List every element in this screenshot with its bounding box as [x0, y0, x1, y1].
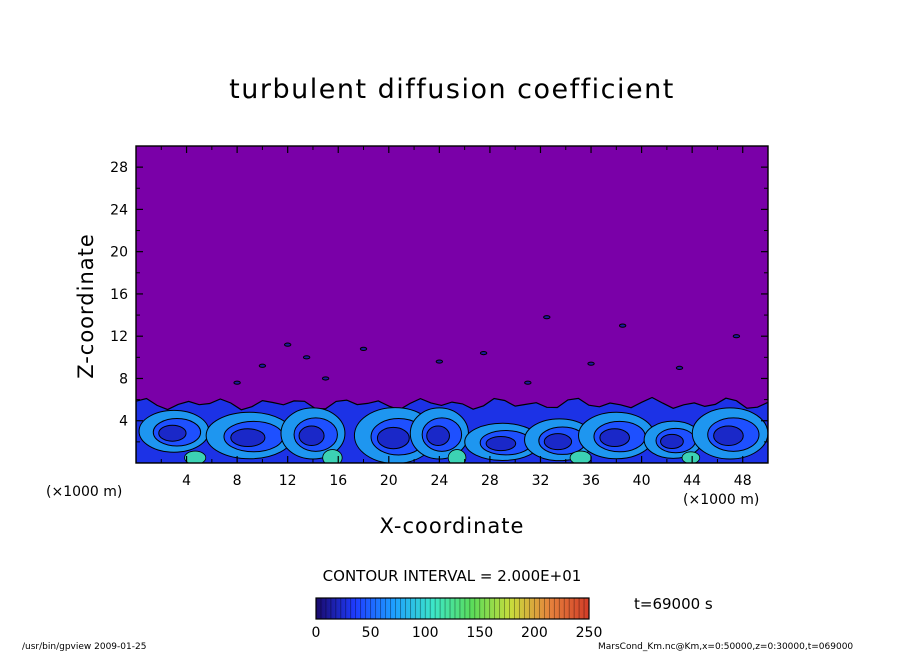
cluster-core: [660, 433, 684, 450]
y-tick-label: 8: [119, 371, 128, 387]
x-axis-label: X-coordinate: [0, 514, 904, 538]
speck: [321, 376, 330, 381]
x-tick-label: 32: [532, 473, 550, 489]
speck: [543, 315, 551, 320]
x-tick-label: 28: [481, 473, 499, 489]
y-tick-label: 24: [110, 202, 128, 218]
x-tick-label: 16: [329, 473, 347, 489]
cluster-bright: [681, 451, 701, 463]
colorbar-frame: [315, 597, 590, 620]
y-tick-label: 16: [110, 287, 128, 303]
contour-interval: CONTOUR INTERVAL = 2.000E+01: [322, 567, 582, 585]
x-tick-label: 36: [582, 473, 600, 489]
colorbar-label: 50: [362, 625, 380, 641]
x-unit-right: (×1000 m): [683, 492, 760, 508]
cluster-bright: [322, 449, 343, 463]
speck: [618, 323, 627, 328]
cluster-core: [230, 428, 266, 448]
x-unit-left: (×1000 m): [46, 484, 123, 500]
speck: [435, 359, 444, 364]
colorbar: 0 50 100 150 200 250: [312, 597, 603, 641]
cluster-core: [426, 425, 450, 447]
footer-left: /usr/bin/gpview 2009-01-25: [22, 642, 147, 652]
colorbar-label: 200: [521, 625, 548, 641]
x-axis-label-text: X-coordinate: [379, 514, 525, 538]
plume-group: [136, 315, 768, 463]
speck: [258, 363, 267, 368]
speck: [283, 342, 292, 347]
speck: [732, 334, 741, 339]
cluster-core: [376, 426, 410, 450]
footer-right: MarsCond_Km.nc@Km,x=0:50000,z=0:30000,t=…: [598, 642, 854, 652]
y-tick-label: 4: [119, 414, 128, 430]
time-label: t=69000 s: [634, 595, 713, 613]
colorbar-label: 0: [312, 625, 321, 641]
y-tick-label: 28: [110, 160, 128, 176]
y-tick-label: 12: [110, 329, 128, 345]
cluster-core: [543, 433, 573, 451]
x-tick-label: 24: [430, 473, 448, 489]
speck: [479, 351, 488, 356]
x-tick-label: 48: [734, 473, 752, 489]
speck: [359, 346, 368, 351]
cluster-bright: [447, 449, 467, 463]
x-tick-label: 44: [683, 473, 701, 489]
cluster-core: [485, 435, 517, 452]
y-tick-label: 20: [110, 245, 128, 261]
x-tick-label: 20: [380, 473, 398, 489]
colorbar-label: 250: [576, 625, 603, 641]
cluster-core: [713, 425, 744, 447]
cluster-core: [298, 425, 325, 447]
speck: [587, 361, 595, 366]
cluster-core: [158, 424, 187, 442]
x-tick-label: 12: [279, 473, 297, 489]
x-tick-label: 4: [182, 473, 191, 489]
cluster-bright: [184, 450, 207, 463]
x-tick-label: 8: [233, 473, 242, 489]
colorbar-fill: [316, 598, 589, 619]
x-tick-label: 40: [633, 473, 651, 489]
plot-frame: [135, 145, 769, 464]
colorbar-label: 100: [412, 625, 439, 641]
cluster-core: [599, 428, 630, 448]
speck: [524, 380, 532, 385]
chart-title: turbulent diffusion coefficient: [229, 74, 675, 105]
speck: [302, 355, 311, 360]
speck: [675, 365, 684, 370]
speck: [233, 380, 241, 385]
colorbar-label: 150: [466, 625, 493, 641]
